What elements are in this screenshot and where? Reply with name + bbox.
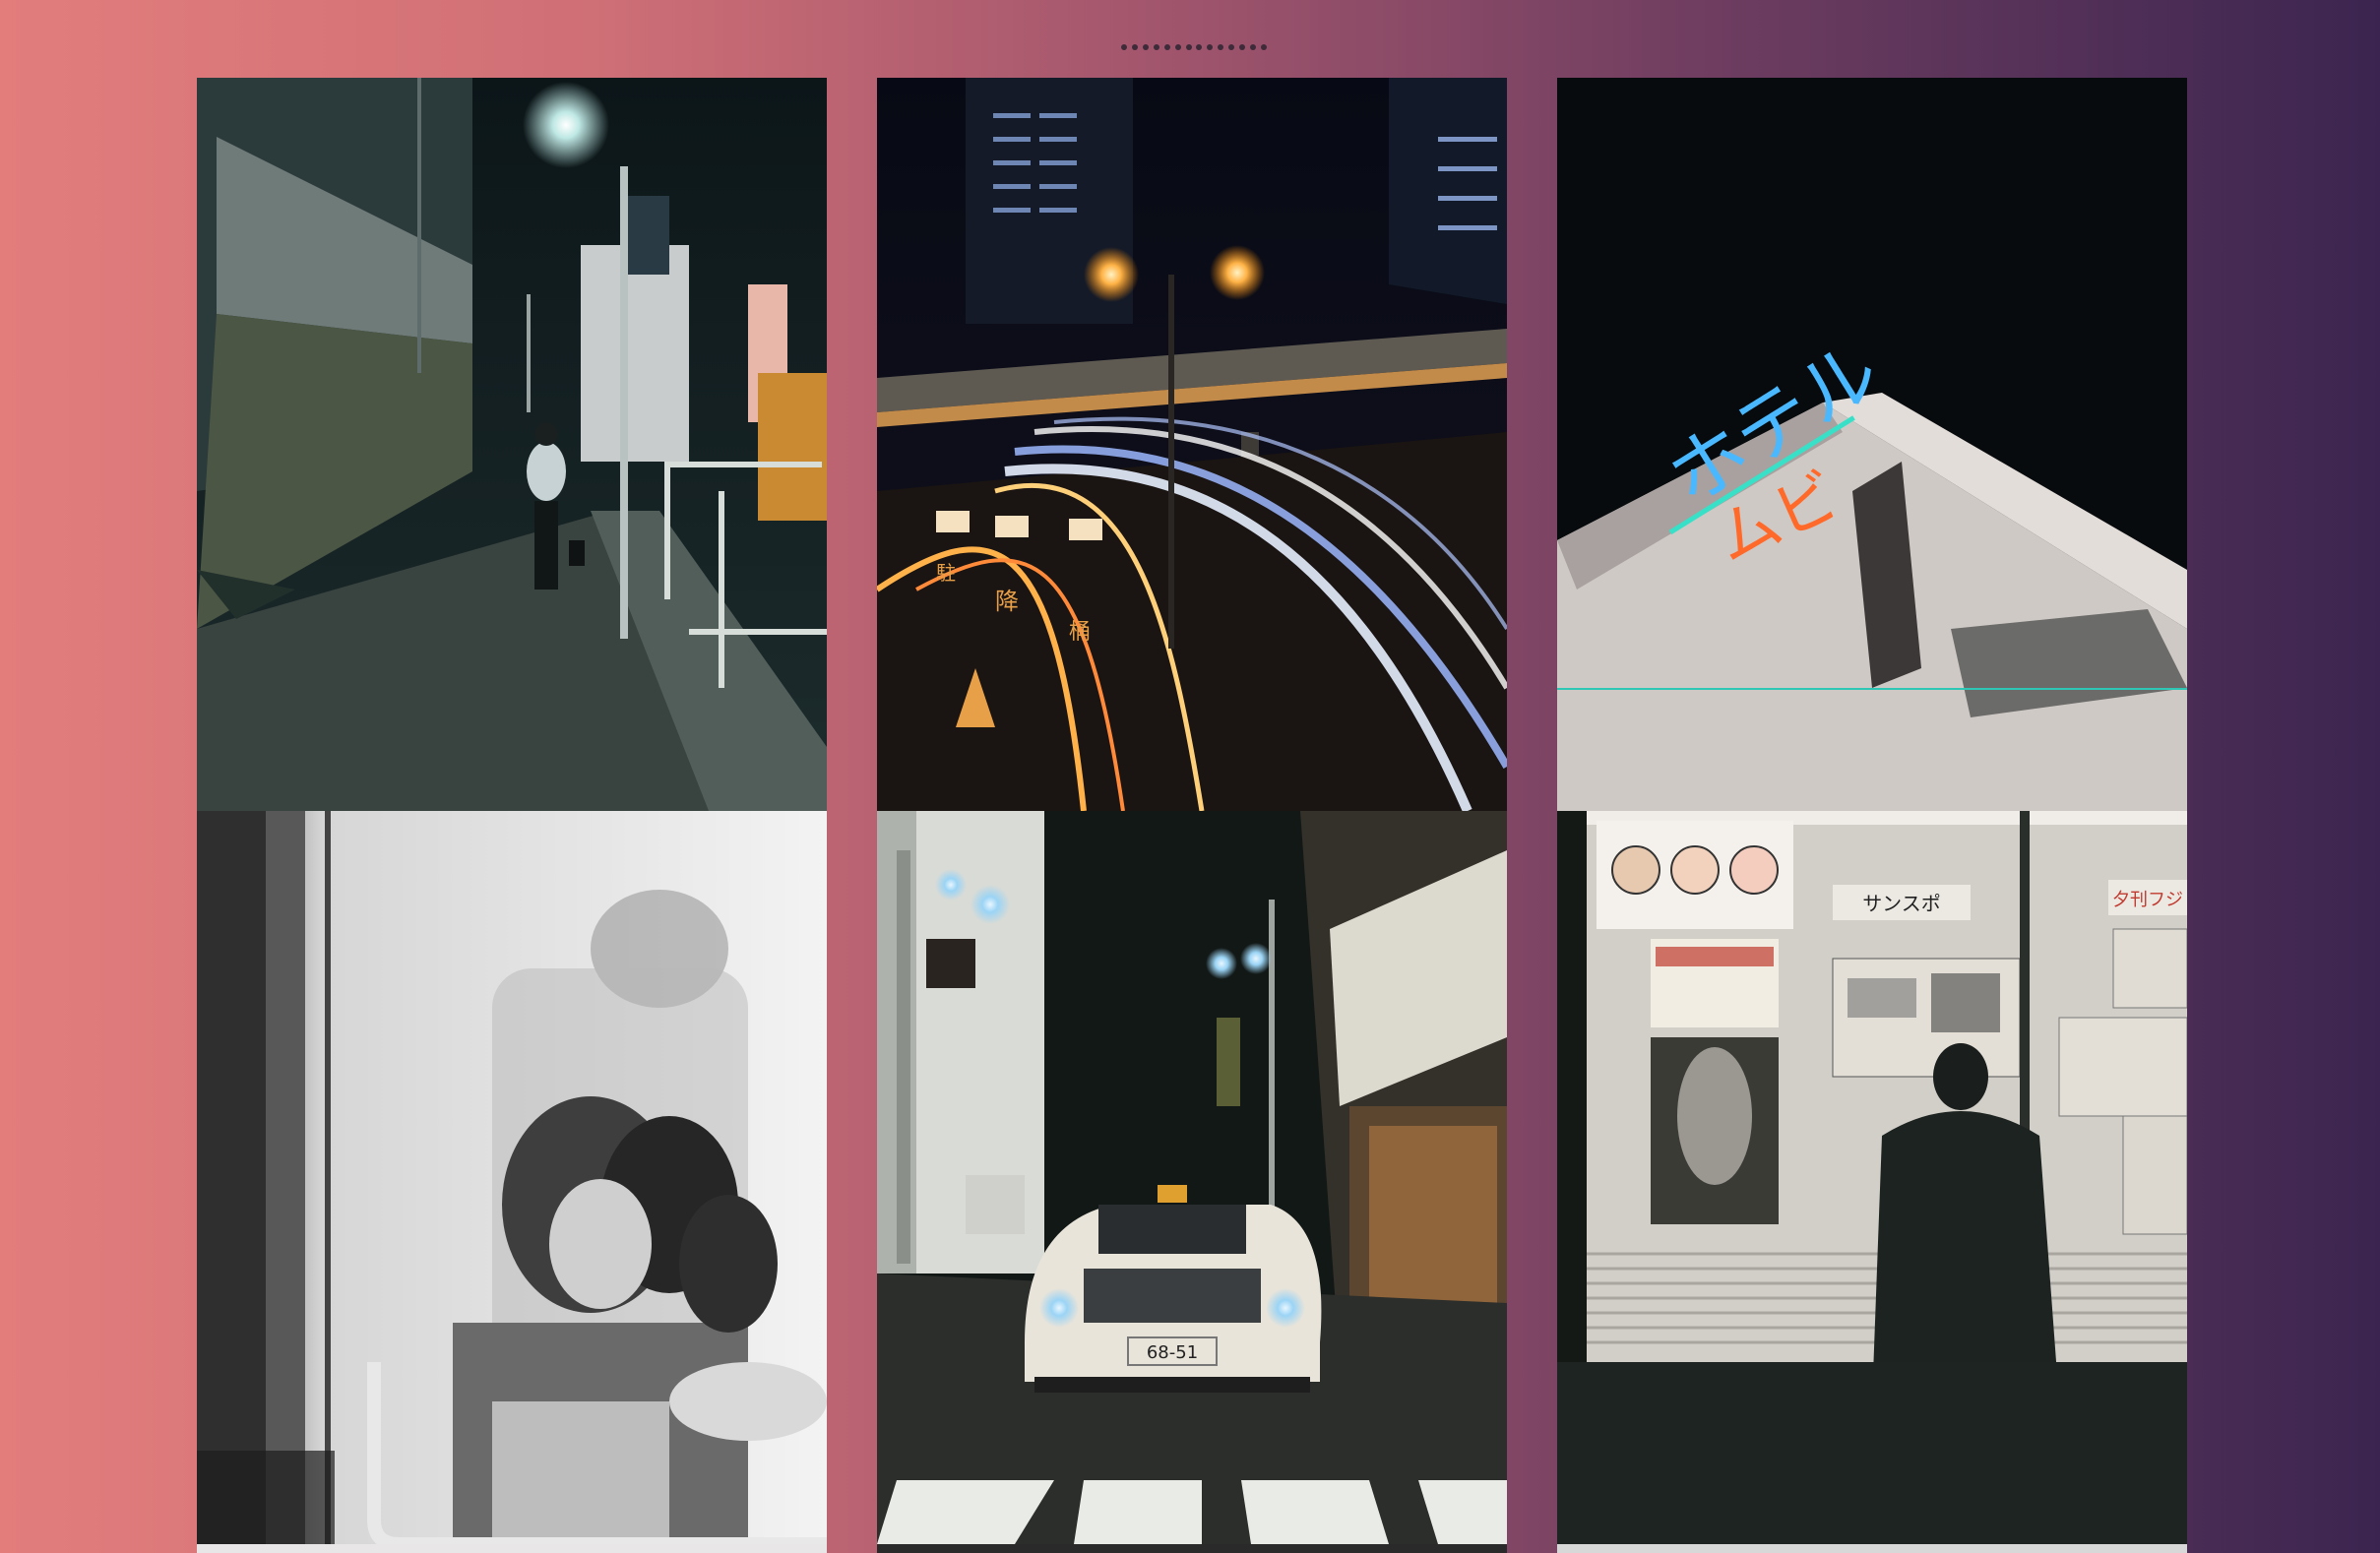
photo-tile-next-2[interactable] (877, 1544, 1507, 1553)
photo-tile-next-3[interactable] (1557, 1544, 2187, 1553)
pager-dot[interactable] (1174, 44, 1181, 50)
photo-gallery-grid: 降 桶 駐 ホテル ムビ (197, 78, 2187, 1553)
road-marking-1: 降 (995, 588, 1019, 615)
photo-tile-night-street[interactable] (197, 78, 827, 811)
carousel-pager (1121, 43, 1267, 51)
road-marking-3: 駐 (936, 561, 956, 585)
neon-hotel-photo: ホテル ムビ (1557, 78, 2187, 811)
pager-dot[interactable] (1218, 44, 1224, 50)
photo-tile-light-trails[interactable]: 降 桶 駐 (877, 78, 1507, 811)
poster-board-photo: サンスポ 夕刊フジ (1557, 811, 2187, 1544)
pager-dot[interactable] (1239, 44, 1246, 50)
photo-tile-neon-hotel[interactable]: ホテル ムビ (1557, 78, 2187, 811)
photo-tile-taxi[interactable]: 68-51 (877, 811, 1507, 1544)
pager-dot[interactable] (1185, 44, 1192, 50)
photo-tile-next-1[interactable] (197, 1544, 827, 1553)
pager-dot[interactable] (1228, 44, 1235, 50)
train-window-photo (197, 811, 827, 1544)
pager-dot[interactable] (1121, 44, 1127, 50)
photo-tile-poster-board[interactable]: サンスポ 夕刊フジ (1557, 811, 2187, 1544)
road-marking-2: 桶 (1069, 620, 1091, 645)
pager-dot[interactable] (1131, 44, 1138, 50)
poster-banner-fuji: 夕刊フジ (2112, 890, 2183, 910)
pager-dot[interactable] (1153, 44, 1159, 50)
light-trails-photo: 降 桶 駐 (877, 78, 1507, 811)
pager-dot[interactable] (1142, 44, 1149, 50)
photo-tile-train-window[interactable] (197, 811, 827, 1544)
pager-dot[interactable] (1260, 44, 1267, 50)
night-street-photo (197, 78, 827, 811)
taxi-plate: 68-51 (1147, 1342, 1198, 1363)
pager-dot[interactable] (1163, 44, 1170, 50)
taxi-crosswalk-photo: 68-51 (877, 811, 1507, 1544)
pager-dot[interactable] (1207, 44, 1214, 50)
poster-banner-sanspo: サンスポ (1862, 892, 1941, 915)
pager-dot[interactable] (1196, 44, 1203, 50)
pager-dot[interactable] (1250, 44, 1257, 50)
